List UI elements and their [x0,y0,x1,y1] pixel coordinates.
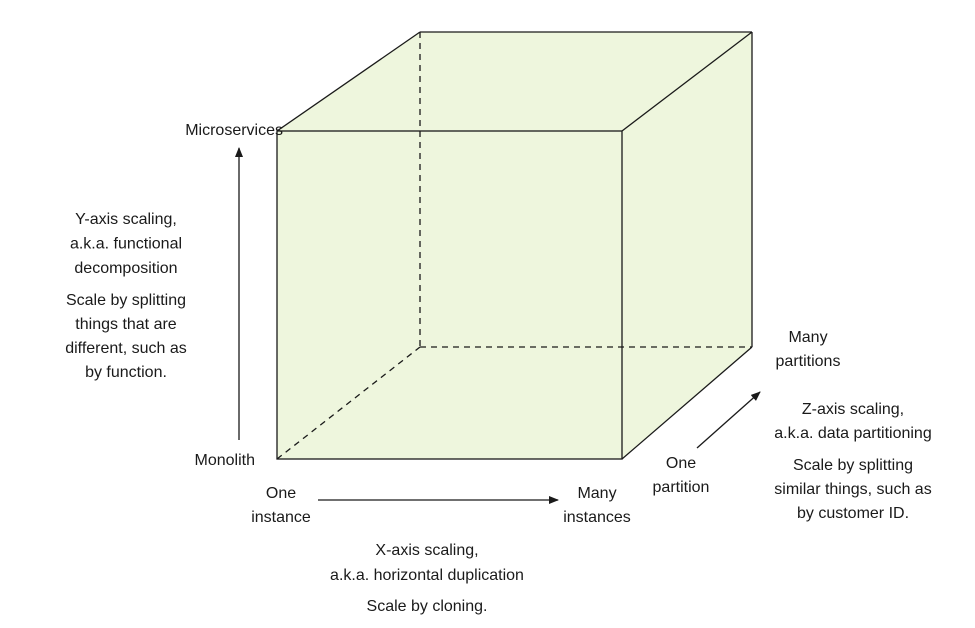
x-axis-title: X-axis scaling, [375,542,478,559]
cube-hidden-edges [276,32,752,460]
cube-edges [276,31,753,460]
x-start-label: One [266,485,296,502]
x-end-label: Many [577,485,616,502]
z-axis-description: by customer ID. [797,505,909,522]
edge [276,31,421,132]
y-axis-title: Y-axis scaling, [75,211,177,228]
z-start-label: One [666,455,696,472]
z-axis-description: Scale by splitting [793,457,913,474]
edge [621,31,753,132]
x-end-label: instances [563,509,631,526]
y-start-label: Monolith [195,452,255,469]
z-axis-title: a.k.a. data partitioning [774,425,931,442]
z-axis-title: Z-axis scaling, [802,401,904,418]
labels: Y-axis scaling, a.k.a. functional decompos… [65,211,932,615]
x-axis-description: Scale by cloning. [367,598,488,615]
y-axis-description: Scale by splitting [66,292,186,309]
z-end-label: Many [788,329,827,346]
y-axis-description: things that are [75,316,177,333]
z-end-label: partitions [776,353,841,370]
z-axis-description: similar things, such as [774,481,931,498]
hidden-edge [276,346,421,460]
z-axis-arrow [696,391,761,449]
edge [621,346,753,460]
y-axis-title: a.k.a. functional [70,236,182,253]
y-axis-title: decomposition [74,260,177,277]
y-end-label: Microservices [185,122,283,139]
front-face [276,130,623,460]
y-axis-description: by function. [85,364,167,381]
cube-fill [277,32,752,459]
x-start-label: instance [251,509,311,526]
z-start-label: partition [653,479,710,496]
y-axis-description: different, such as [65,340,187,357]
x-axis-title: a.k.a. horizontal duplication [330,567,524,584]
